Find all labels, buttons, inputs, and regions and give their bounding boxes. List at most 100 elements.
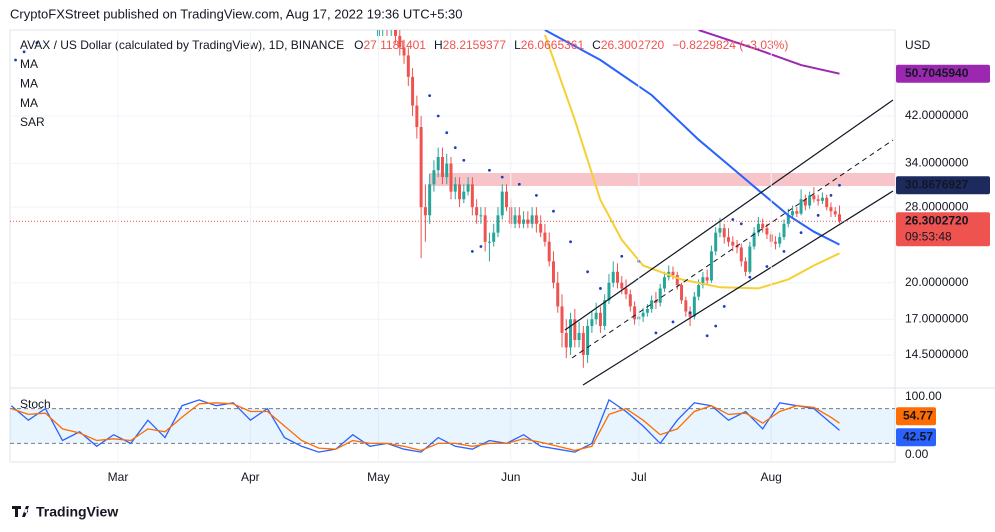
candle-body bbox=[411, 76, 415, 106]
stoch-value: 54.77 bbox=[903, 408, 933, 422]
candle-body bbox=[406, 55, 410, 77]
sar-dot bbox=[586, 270, 590, 274]
last-price-label: 26.3002720 bbox=[905, 213, 969, 227]
sar-dot bbox=[654, 331, 658, 335]
candle-body bbox=[650, 300, 654, 309]
stoch-value-box bbox=[896, 407, 936, 426]
channel-lower bbox=[582, 190, 894, 386]
candle-body bbox=[607, 282, 611, 301]
sar-dot bbox=[838, 183, 841, 187]
candle-body bbox=[778, 237, 782, 244]
candle-body bbox=[705, 277, 709, 281]
channel-upper bbox=[564, 99, 894, 331]
candle-body bbox=[735, 245, 739, 248]
candle-body bbox=[731, 241, 735, 246]
sar-dot bbox=[462, 158, 466, 162]
sar-dot bbox=[671, 320, 675, 324]
candle-body bbox=[594, 312, 598, 320]
logo-mark bbox=[12, 506, 29, 517]
candle-body bbox=[616, 271, 619, 283]
candle-body bbox=[560, 306, 564, 333]
candle-body bbox=[727, 237, 730, 242]
sar-dot bbox=[765, 265, 769, 268]
candle-body bbox=[530, 215, 534, 224]
y-tick-label: 20.0000000 bbox=[905, 275, 969, 289]
brand: TradingView bbox=[36, 504, 118, 520]
candle-body bbox=[684, 300, 688, 312]
sar-dot bbox=[599, 287, 602, 290]
sar-dot bbox=[470, 249, 474, 253]
currency-label: USD bbox=[905, 38, 931, 52]
ohlc-value: 26.0665361 bbox=[521, 38, 585, 52]
sar-dot bbox=[428, 94, 432, 98]
candle-body bbox=[436, 157, 440, 171]
price-plot bbox=[10, 30, 895, 368]
candle-body bbox=[517, 215, 521, 224]
price-label-box bbox=[896, 176, 990, 195]
sar-dot bbox=[35, 41, 39, 45]
candle-body bbox=[547, 241, 551, 262]
symbol-legend: AVAX / US Dollar (calculated by TradingV… bbox=[20, 38, 788, 52]
sar-dot bbox=[714, 324, 718, 328]
stoch-value: 42.57 bbox=[903, 429, 933, 443]
candle-body bbox=[791, 211, 795, 216]
price-label: 30.8676927 bbox=[905, 177, 969, 191]
candle-body bbox=[714, 232, 718, 252]
y-tick-label: 100.00 bbox=[905, 389, 942, 403]
candle-body bbox=[697, 285, 701, 297]
sar-dot bbox=[14, 58, 17, 62]
candle-body bbox=[611, 271, 615, 283]
candle-body bbox=[590, 319, 594, 326]
candle-body bbox=[470, 184, 474, 208]
candle-body bbox=[833, 211, 837, 215]
x-tick-label: Jun bbox=[501, 470, 520, 484]
indicator-legend: MA bbox=[20, 96, 38, 110]
candle-body bbox=[782, 223, 786, 238]
footer-logo bbox=[12, 506, 29, 517]
x-tick-label: Apr bbox=[241, 470, 260, 484]
candle-body bbox=[556, 282, 560, 307]
resistance-zone bbox=[430, 173, 895, 186]
price-label-box bbox=[896, 64, 990, 83]
candle-body bbox=[513, 215, 517, 224]
candle-body bbox=[624, 288, 628, 295]
x-tick-label: May bbox=[367, 470, 390, 484]
indicator-legend: SAR bbox=[20, 115, 45, 129]
candle-body bbox=[569, 319, 573, 348]
candle-body bbox=[722, 228, 726, 238]
candle-body bbox=[773, 241, 777, 244]
candle-body bbox=[398, 35, 402, 48]
sar-dot bbox=[445, 131, 449, 135]
candle-body bbox=[829, 207, 833, 212]
candle-body bbox=[419, 127, 423, 208]
sar-dot bbox=[569, 240, 572, 244]
sar-dot bbox=[739, 222, 743, 226]
candle-body bbox=[744, 261, 748, 272]
candle-body bbox=[799, 199, 803, 214]
last-price-box bbox=[896, 212, 990, 247]
candle-body bbox=[462, 191, 466, 200]
candle-body bbox=[603, 300, 607, 326]
sar-dot bbox=[488, 168, 491, 172]
indicator-legend: MA bbox=[20, 76, 38, 90]
candle-body bbox=[440, 157, 444, 178]
sar-dot bbox=[500, 175, 504, 179]
sar-dot bbox=[479, 245, 483, 248]
y-tick-label: 17.0000000 bbox=[905, 311, 969, 325]
ohlc-letter: L bbox=[514, 38, 521, 52]
candle-body bbox=[432, 170, 436, 185]
candle-body bbox=[483, 215, 487, 242]
candle-body bbox=[453, 184, 457, 192]
candle-body bbox=[628, 294, 632, 307]
price-label: 50.7045940 bbox=[905, 66, 969, 80]
candle-body bbox=[756, 223, 760, 233]
candle-body bbox=[820, 197, 824, 201]
sar-dot bbox=[453, 146, 457, 149]
ohlc-value: 26.3002720 bbox=[601, 38, 665, 52]
x-tick-label: Mar bbox=[108, 470, 129, 484]
candle-body bbox=[765, 228, 769, 235]
candle-body bbox=[709, 251, 713, 281]
